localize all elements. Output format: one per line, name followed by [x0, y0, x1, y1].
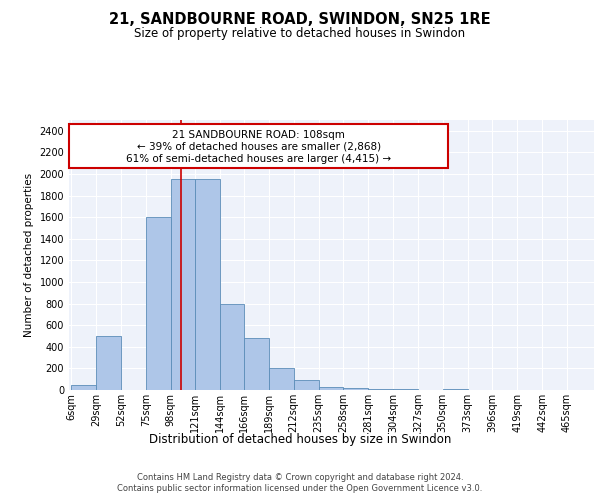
Bar [244, 338, 269, 390]
Bar [71, 384, 96, 390]
Bar [196, 180, 220, 390]
Bar [146, 217, 170, 390]
Text: ← 39% of detached houses are smaller (2,868): ← 39% of detached houses are smaller (2,… [137, 142, 380, 152]
Bar [220, 304, 244, 390]
Text: 61% of semi-detached houses are larger (4,415) →: 61% of semi-detached houses are larger (… [126, 154, 391, 164]
Y-axis label: Number of detached properties: Number of detached properties [24, 173, 34, 337]
Text: Size of property relative to detached houses in Swindon: Size of property relative to detached ho… [134, 28, 466, 40]
Text: Contains public sector information licensed under the Open Government Licence v3: Contains public sector information licen… [118, 484, 482, 493]
Text: 21 SANDBOURNE ROAD: 108sqm: 21 SANDBOURNE ROAD: 108sqm [172, 130, 345, 140]
Bar [293, 380, 319, 390]
Bar [343, 388, 368, 390]
Bar [170, 180, 196, 390]
Bar [319, 387, 343, 390]
Text: Contains HM Land Registry data © Crown copyright and database right 2024.: Contains HM Land Registry data © Crown c… [137, 472, 463, 482]
Bar [368, 389, 393, 390]
Bar [96, 336, 121, 390]
Text: Distribution of detached houses by size in Swindon: Distribution of detached houses by size … [149, 432, 451, 446]
Text: 21, SANDBOURNE ROAD, SWINDON, SN25 1RE: 21, SANDBOURNE ROAD, SWINDON, SN25 1RE [109, 12, 491, 28]
FancyBboxPatch shape [69, 124, 448, 168]
Bar [269, 368, 293, 390]
